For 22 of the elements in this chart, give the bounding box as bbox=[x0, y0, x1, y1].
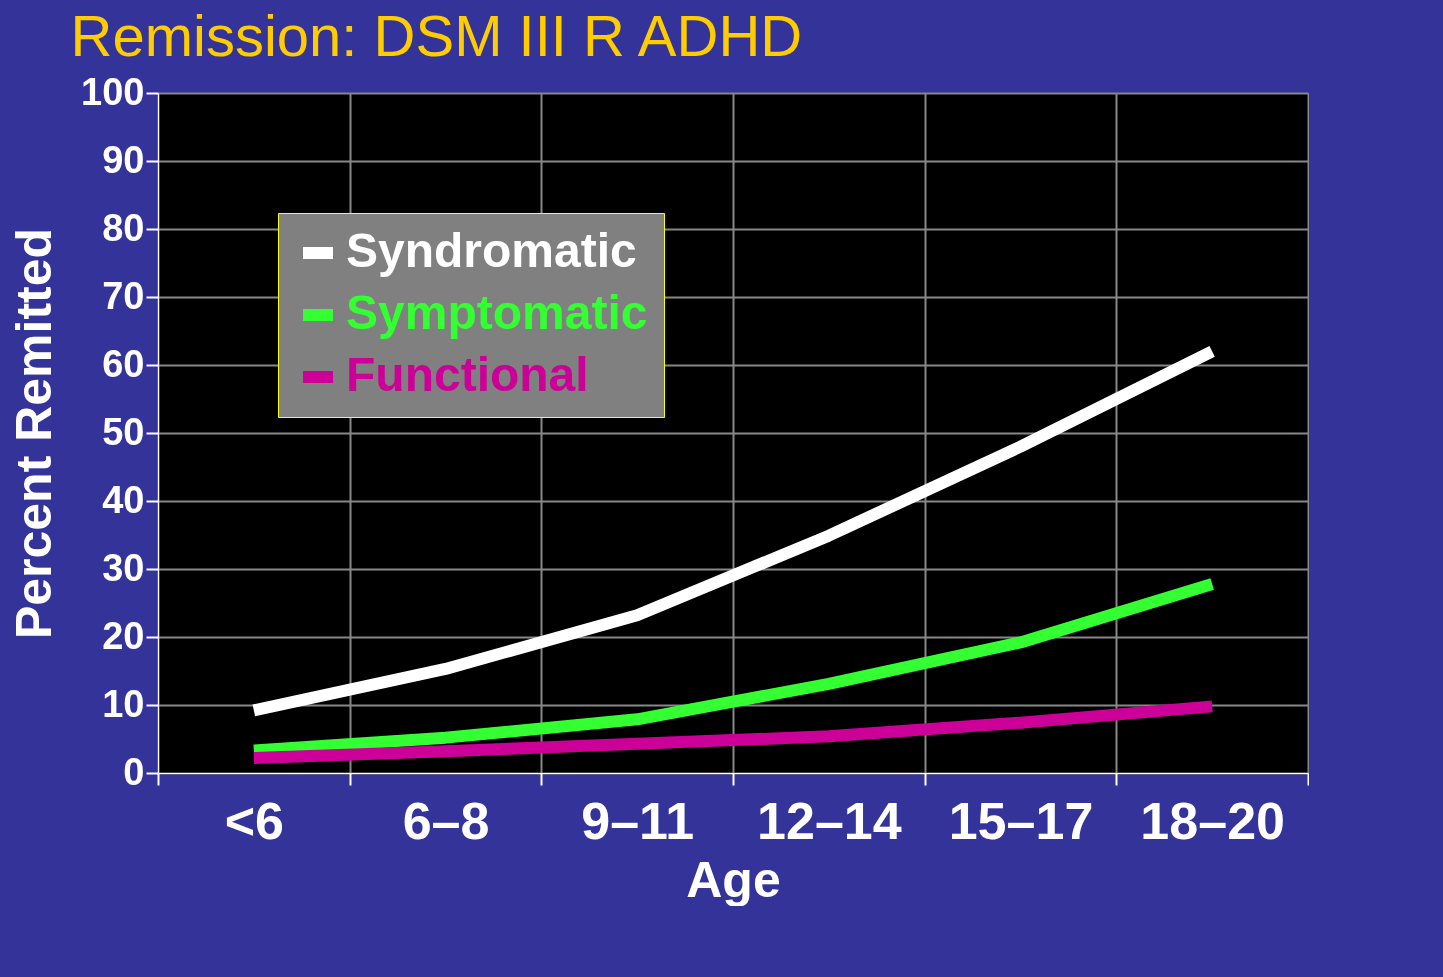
y-axis-title: Percent Remitted bbox=[6, 227, 63, 640]
x-tick-label: 12–14 bbox=[757, 791, 902, 850]
x-tick-label: 6–8 bbox=[402, 791, 490, 850]
legend-label: Syndromatic bbox=[346, 224, 637, 277]
chart-title: Remission: DSM III R ADHD bbox=[70, 3, 803, 68]
y-tick-label: 30 bbox=[102, 546, 145, 589]
y-tick-label: 10 bbox=[102, 682, 145, 725]
y-tick-label: 20 bbox=[102, 614, 145, 657]
y-tick-label: 0 bbox=[123, 750, 145, 793]
x-tick-label: 15–17 bbox=[948, 791, 1094, 850]
x-tick-label: <6 bbox=[224, 791, 284, 850]
y-tick-label: 90 bbox=[102, 138, 145, 181]
x-tick-label: 9–11 bbox=[581, 791, 695, 850]
y-tick-label: 70 bbox=[102, 274, 145, 317]
legend-label: Symptomatic bbox=[346, 286, 648, 339]
legend-label: Functional bbox=[346, 348, 589, 401]
x-tick-label: 18–20 bbox=[1140, 791, 1285, 850]
y-tick-label: 50 bbox=[102, 410, 145, 453]
y-tick-label: 40 bbox=[102, 478, 145, 521]
y-tick-label: 60 bbox=[102, 342, 145, 385]
y-tick-label: 80 bbox=[102, 206, 145, 249]
y-tick-label: 100 bbox=[81, 70, 145, 113]
